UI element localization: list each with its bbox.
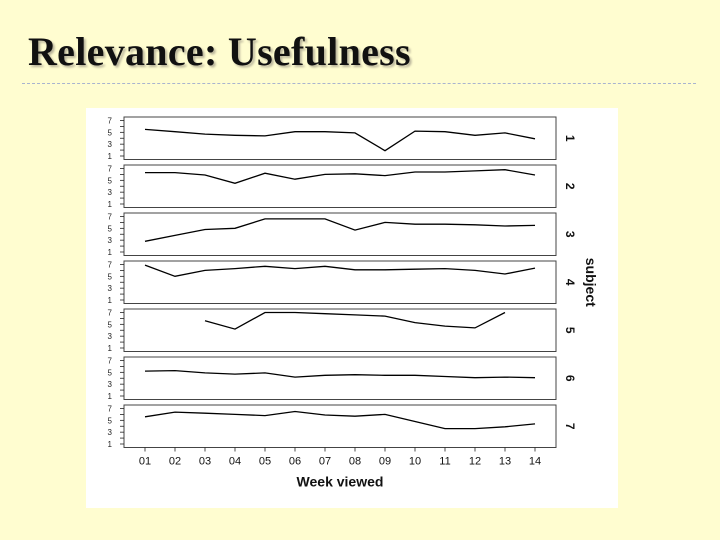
series-line-subject-1: [144, 128, 536, 152]
x-tick-label: 12: [469, 456, 481, 468]
x-tick-label: 13: [499, 456, 511, 468]
panel-subject-1: 1 3 5 7 1: [108, 116, 577, 161]
panel-subject-6: 1 3 5 7 6: [108, 356, 577, 401]
series-line-subject-5: [204, 311, 506, 330]
x-tick-label: 11: [439, 456, 450, 468]
panel-subject-5: 1 3 5 7 5: [108, 308, 577, 353]
y-tick-label: 3: [108, 284, 113, 293]
y-tick-label: 1: [108, 200, 113, 209]
y-tick-label: 7: [108, 357, 113, 366]
y-tick-label: 5: [108, 176, 113, 185]
subject-axis-label: subject: [583, 258, 599, 307]
panel-border: [123, 116, 557, 160]
y-tick-label: 3: [108, 236, 113, 245]
strip-label-subject-4: 4: [563, 279, 577, 286]
strip-label-subject-5: 5: [563, 327, 577, 334]
y-tick-label: 1: [108, 296, 113, 305]
x-axis-label: Week viewed: [297, 474, 384, 490]
y-tick-label: 5: [108, 224, 113, 233]
y-tick-label: 3: [108, 380, 113, 389]
y-tick-label: 7: [108, 405, 113, 414]
x-tick-label: 04: [229, 456, 241, 468]
panel-subject-3: 1 3 5 7 3: [108, 212, 577, 257]
y-tick-label: 3: [108, 428, 113, 437]
series-line-subject-3: [144, 218, 536, 242]
y-tick-label: 7: [108, 213, 113, 222]
panel-subject-7: 1 3 5 7 7: [108, 404, 577, 449]
y-tick-label: 3: [108, 188, 113, 197]
y-tick-label: 1: [108, 392, 113, 401]
y-tick-label: 3: [108, 332, 113, 341]
series-line-subject-7: [144, 410, 536, 430]
y-tick-label: 7: [108, 309, 113, 318]
panel-border: [123, 356, 557, 400]
panel-border: [123, 212, 557, 256]
x-tick-label: 09: [379, 456, 391, 468]
x-tick-label: 14: [529, 456, 541, 468]
x-tick-label: 07: [319, 456, 331, 468]
strip-label-subject-7: 7: [563, 423, 577, 430]
panel-border: [123, 164, 557, 208]
panel-border: [123, 404, 557, 448]
y-tick-label: 7: [108, 261, 113, 270]
x-tick-label: 05: [259, 456, 271, 468]
y-tick-label: 1: [108, 248, 113, 257]
x-tick-label: 01: [139, 456, 151, 468]
panel-border: [123, 260, 557, 304]
series-line-subject-2: [145, 169, 536, 184]
strip-label-subject-1: 1: [563, 135, 577, 142]
y-tick-label: 5: [108, 128, 113, 137]
y-tick-label: 5: [108, 272, 113, 281]
slide-title: Relevance: Usefulness: [28, 29, 411, 74]
title-divider: [22, 83, 696, 84]
series-line-subject-6: [144, 369, 536, 379]
y-tick-label: 5: [108, 320, 113, 329]
y-tick-label: 1: [108, 440, 113, 449]
y-tick-label: 1: [108, 152, 113, 161]
x-axis: 01 02 03 04 05 06 07 08 09 10 11 12 13 14: [139, 447, 541, 468]
y-tick-label: 3: [108, 140, 113, 149]
x-tick-label: 08: [349, 456, 361, 468]
panel-border: [123, 308, 557, 352]
x-tick-label: 02: [169, 456, 181, 468]
y-tick-label: 5: [108, 368, 113, 377]
strip-label-subject-6: 6: [563, 375, 577, 382]
strip-label-subject-3: 3: [563, 231, 577, 238]
strip-label-subject-2: 2: [563, 183, 577, 190]
x-tick-label: 06: [289, 456, 301, 468]
x-tick-label: 03: [199, 456, 211, 468]
y-tick-label: 7: [108, 165, 113, 174]
panel-subject-2: 1 3 5 7 2: [108, 164, 577, 209]
y-tick-label: 7: [108, 117, 113, 126]
y-tick-label: 1: [108, 344, 113, 353]
panel-subject-4: 1 3 5 7 4: [108, 260, 577, 305]
series-line-subject-4: [144, 264, 536, 277]
panels-group: 1 3 5 7 1 1 3 5 7 2 1 3 5 7 3 1 3 5 7 4 1 3 5 7 5 1 3 5 7 6 1 3 5 7 7: [108, 116, 577, 449]
y-tick-label: 5: [108, 416, 113, 425]
x-tick-label: 10: [409, 456, 421, 468]
